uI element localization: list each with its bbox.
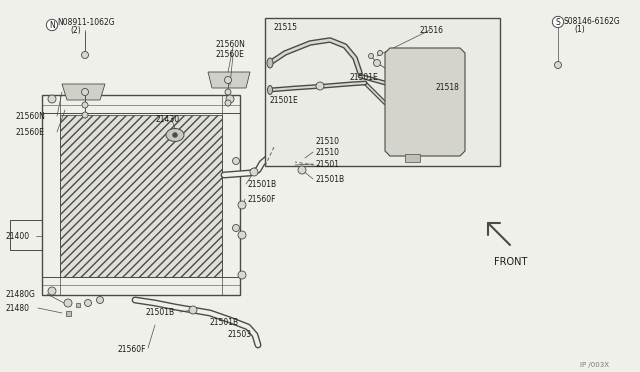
Text: 21560N: 21560N [216,40,246,49]
Text: FRONT: FRONT [494,257,527,267]
Circle shape [173,132,177,138]
Text: 21501B: 21501B [248,180,277,189]
Bar [405,154,420,162]
Text: 21510: 21510 [316,148,340,157]
Circle shape [225,100,231,106]
Circle shape [238,271,246,279]
Text: S: S [556,17,561,26]
Text: (1): (1) [574,25,585,34]
Circle shape [232,224,239,231]
Text: 21560F: 21560F [118,345,147,354]
Text: N: N [49,20,55,29]
Bar [60,115,222,277]
Circle shape [250,168,258,176]
Text: 21501: 21501 [316,160,340,169]
Text: N08911-1062G: N08911-1062G [57,18,115,27]
Circle shape [369,54,374,58]
Text: 21515: 21515 [273,23,297,32]
Circle shape [238,201,246,209]
Text: 21430: 21430 [155,115,179,124]
Circle shape [48,95,56,103]
Text: 21516: 21516 [420,26,444,35]
Text: 21480: 21480 [5,304,29,313]
Text: 21501E: 21501E [270,96,299,105]
Text: 21501B: 21501B [145,308,174,317]
Circle shape [374,60,381,67]
Polygon shape [208,72,250,88]
Polygon shape [62,84,105,100]
Circle shape [232,157,239,164]
Polygon shape [385,48,465,156]
Circle shape [82,112,88,118]
Text: (2): (2) [70,26,81,35]
Text: 21560E: 21560E [216,50,245,59]
Bar [76,303,80,307]
Circle shape [225,77,232,83]
Circle shape [225,89,231,95]
Text: 21501E: 21501E [350,73,379,82]
Circle shape [81,89,88,96]
Circle shape [189,306,197,314]
Text: 21518: 21518 [435,83,459,92]
Bar [65,311,70,315]
Circle shape [226,95,234,103]
Text: 21501B: 21501B [210,318,239,327]
Ellipse shape [267,58,273,68]
Circle shape [48,287,56,295]
Circle shape [238,231,246,239]
Circle shape [554,61,561,68]
Text: 21480G: 21480G [5,290,35,299]
Text: 21510: 21510 [316,137,340,146]
Text: 21560E: 21560E [15,128,44,137]
Ellipse shape [268,86,273,94]
Text: 21400: 21400 [5,232,29,241]
Ellipse shape [166,128,184,141]
Circle shape [82,102,88,108]
Text: 21501B: 21501B [316,175,345,184]
Text: S08146-6162G: S08146-6162G [563,17,620,26]
Bar [265,18,500,166]
Text: 21560F: 21560F [248,195,276,204]
Text: 21503: 21503 [228,330,252,339]
Circle shape [97,296,104,304]
Circle shape [316,82,324,90]
Text: IP /003X: IP /003X [580,362,609,368]
Circle shape [298,166,306,174]
Circle shape [84,299,92,307]
Circle shape [81,51,88,58]
Circle shape [64,299,72,307]
Circle shape [378,51,383,55]
Text: 21560N: 21560N [15,112,45,121]
